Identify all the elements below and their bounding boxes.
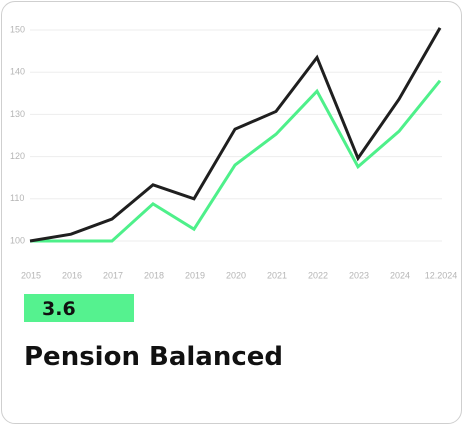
x-tick-label: 2015 [21, 270, 41, 280]
x-tick-label: 12.2024 [425, 270, 458, 280]
badge-value: 3.6 [42, 298, 76, 320]
y-tick-label: 150 [10, 24, 25, 34]
y-tick-label: 140 [10, 67, 25, 77]
x-tick-label: 2021 [267, 270, 287, 280]
badge: 3.6 [24, 294, 134, 322]
y-tick-label: 130 [10, 109, 25, 119]
x-tick-label: 2018 [144, 270, 164, 280]
x-tick-label: 2022 [308, 270, 328, 280]
card-title: Pension Balanced [24, 342, 283, 372]
series-line [29, 27, 442, 243]
x-tick-label: 2017 [103, 270, 123, 280]
x-tick-label: 2019 [185, 270, 205, 280]
y-tick-label: 100 [10, 235, 25, 245]
series-line [30, 79, 442, 243]
y-tick-label: 110 [10, 193, 24, 203]
x-tick-label: 2024 [390, 270, 410, 280]
y-tick-label: 120 [10, 151, 25, 161]
x-tick-label: 2023 [349, 270, 369, 280]
x-tick-label: 2016 [62, 270, 82, 280]
x-tick-label: 2020 [226, 270, 246, 280]
